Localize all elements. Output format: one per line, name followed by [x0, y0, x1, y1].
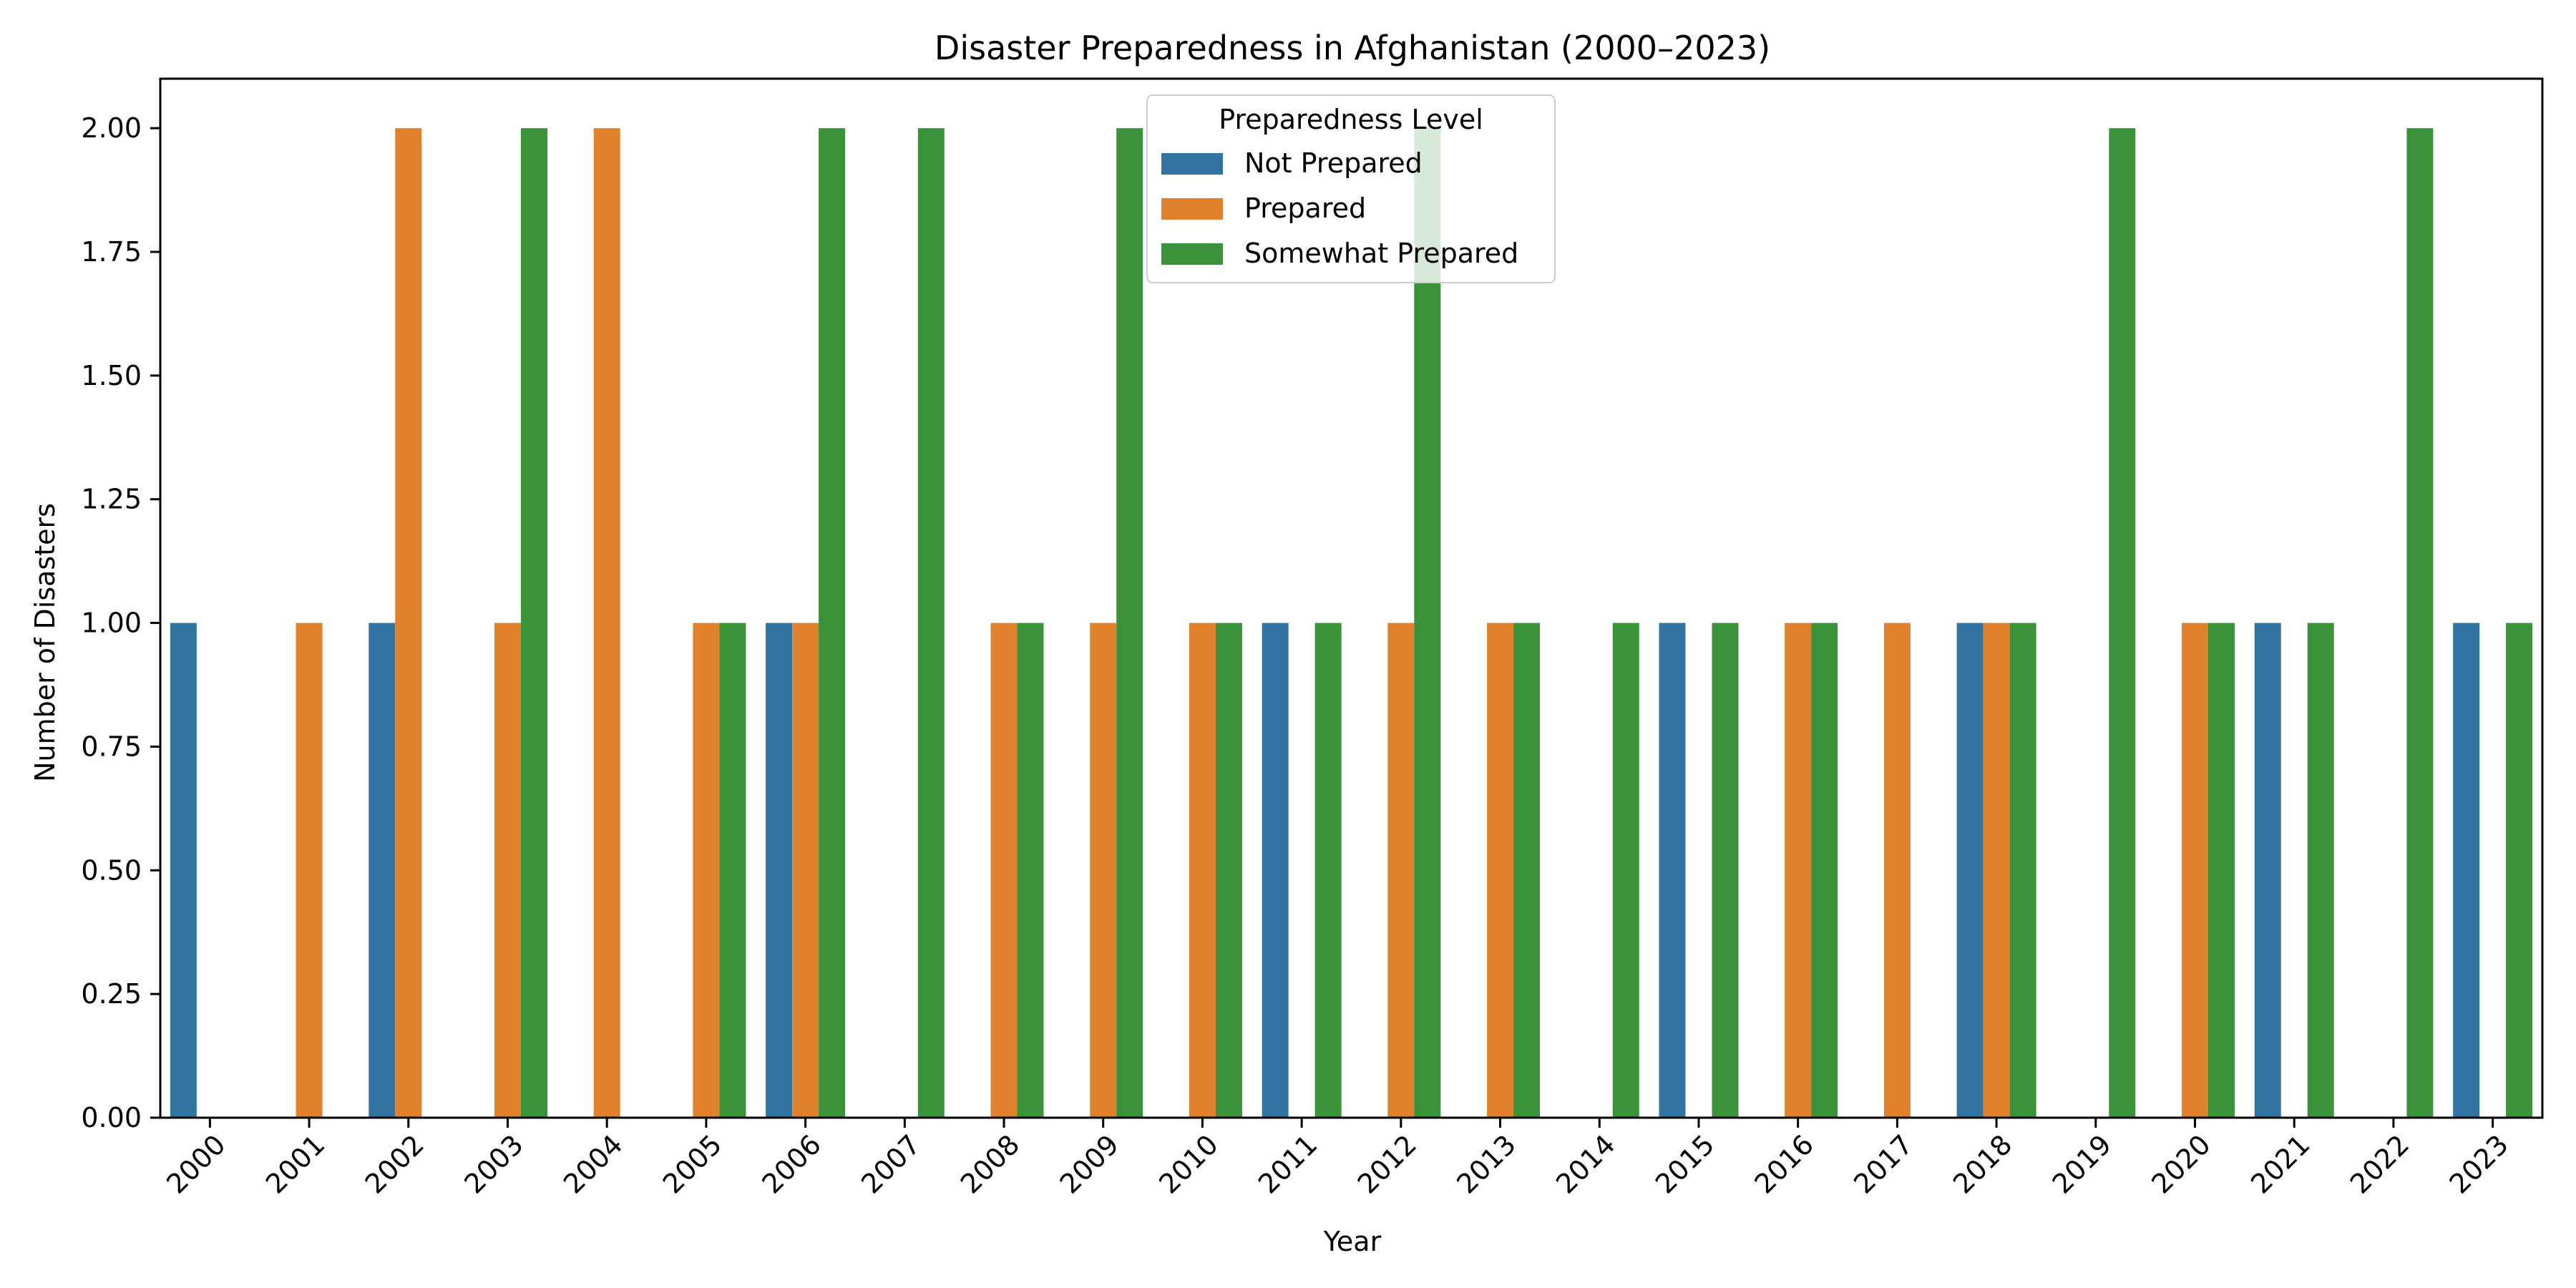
bar-somewhat-prepared-2019	[2109, 128, 2136, 1118]
bar-prepared-2016	[1785, 623, 1812, 1118]
bar-somewhat-prepared-2023	[2506, 623, 2533, 1118]
legend-label-somewhat-prepared: Somewhat Prepared	[1244, 238, 1518, 269]
x-tick-label: 2016	[1749, 1128, 1820, 1200]
bar-somewhat-prepared-2016	[1811, 623, 1838, 1118]
x-tick-label: 2018	[1947, 1128, 2019, 1200]
x-tick-label: 2002	[359, 1128, 431, 1200]
bar-somewhat-prepared-2018	[2009, 623, 2036, 1118]
bar-prepared-2013	[1487, 623, 1514, 1118]
bar-somewhat-prepared-2011	[1314, 623, 1342, 1118]
bar-somewhat-prepared-2008	[1017, 623, 1044, 1118]
x-tick-label: 2014	[1550, 1128, 1621, 1200]
bar-not-prepared-2023	[2453, 623, 2480, 1118]
y-tick-label: 0.75	[81, 731, 142, 762]
bar-somewhat-prepared-2015	[1712, 623, 1739, 1118]
x-tick-label: 2003	[458, 1128, 530, 1200]
bar-prepared-2010	[1189, 623, 1216, 1118]
legend: Preparedness Level Not Prepared Prepared So…	[1146, 94, 1556, 283]
bar-not-prepared-2021	[2254, 623, 2281, 1118]
bar-not-prepared-2000	[170, 623, 197, 1118]
legend-swatch-prepared	[1161, 198, 1223, 220]
x-tick-label: 2009	[1054, 1128, 1126, 1200]
bar-prepared-2002	[395, 128, 422, 1118]
legend-box	[1146, 94, 1556, 283]
bar-prepared-2018	[1983, 623, 2010, 1118]
x-tick-label: 2001	[260, 1128, 331, 1200]
y-tick-label: 1.75	[81, 236, 142, 268]
legend-swatch-somewhat-prepared	[1161, 243, 1223, 265]
bar-somewhat-prepared-2005	[719, 623, 746, 1118]
plot-frame	[159, 77, 2544, 1119]
x-tick-label: 2000	[160, 1128, 232, 1200]
x-tick-label: 2019	[2046, 1128, 2118, 1200]
x-tick-label: 2013	[1450, 1128, 1522, 1200]
x-tick-label: 2006	[756, 1128, 827, 1200]
x-tick-label: 2004	[557, 1128, 629, 1200]
y-tick-label: 1.50	[81, 360, 142, 391]
y-tick-label: 1.00	[81, 608, 142, 639]
bar-not-prepared-2015	[1659, 623, 1686, 1118]
y-tick-label: 0.00	[81, 1102, 142, 1133]
y-tick-label: 0.25	[81, 978, 142, 1010]
bar-not-prepared-2011	[1262, 623, 1289, 1118]
x-tick-label: 2012	[1352, 1128, 1423, 1200]
bar-somewhat-prepared-2003	[520, 128, 547, 1118]
bar-somewhat-prepared-2006	[819, 128, 846, 1118]
bar-prepared-2008	[990, 623, 1018, 1118]
legend-label-prepared: Prepared	[1244, 192, 1366, 224]
bar-prepared-2012	[1387, 623, 1415, 1118]
bar-prepared-2009	[1090, 623, 1117, 1118]
bars-layer	[170, 128, 2533, 1118]
bar-prepared-2020	[2182, 623, 2209, 1118]
bar-somewhat-prepared-2021	[2307, 623, 2334, 1118]
bar-somewhat-prepared-2022	[2406, 128, 2434, 1118]
x-tick-label: 2007	[855, 1128, 927, 1200]
bar-not-prepared-2006	[766, 623, 793, 1118]
bar-prepared-2017	[1883, 623, 1911, 1118]
bar-somewhat-prepared-2012	[1414, 128, 1441, 1118]
y-tick-label: 2.00	[81, 112, 142, 144]
x-tick-label: 2023	[2444, 1128, 2515, 1200]
bar-prepared-2001	[296, 623, 323, 1118]
bar-somewhat-prepared-2009	[1116, 128, 1143, 1118]
bar-prepared-2004	[593, 128, 620, 1118]
bar-somewhat-prepared-2007	[917, 128, 945, 1118]
legend-title: Preparedness Level	[1219, 104, 1483, 135]
bar-prepared-2003	[494, 623, 521, 1118]
x-tick-label: 2015	[1649, 1128, 1721, 1200]
bar-prepared-2005	[693, 623, 720, 1118]
bar-somewhat-prepared-2010	[1215, 623, 1242, 1118]
bar-somewhat-prepared-2013	[1513, 623, 1541, 1118]
y-tick-label: 1.25	[81, 484, 142, 515]
legend-swatch-not-prepared	[1161, 153, 1223, 175]
x-tick-label: 2005	[657, 1128, 728, 1200]
bar-somewhat-prepared-2020	[2208, 623, 2235, 1118]
x-tick-label: 2011	[1252, 1128, 1324, 1200]
bar-somewhat-prepared-2014	[1612, 623, 1639, 1118]
chart-title: Disaster Preparedness in Afghanistan (20…	[935, 29, 1770, 67]
x-tick-label: 2021	[2245, 1128, 2316, 1200]
x-axis-label: Year	[1323, 1226, 1382, 1257]
y-axis-label: Number of Disasters	[29, 503, 61, 782]
bar-not-prepared-2018	[1956, 623, 1984, 1118]
x-tick-label: 2022	[2344, 1128, 2416, 1200]
x-tick-label: 2020	[2145, 1128, 2217, 1200]
x-tick-label: 2017	[1848, 1128, 1919, 1200]
legend-label-not-prepared: Not Prepared	[1244, 147, 1423, 179]
bar-prepared-2006	[792, 623, 819, 1118]
y-tick-label: 0.50	[81, 854, 142, 886]
x-tick-label: 2010	[1153, 1128, 1224, 1200]
x-tick-label: 2008	[955, 1128, 1026, 1200]
bar-not-prepared-2002	[369, 623, 396, 1118]
